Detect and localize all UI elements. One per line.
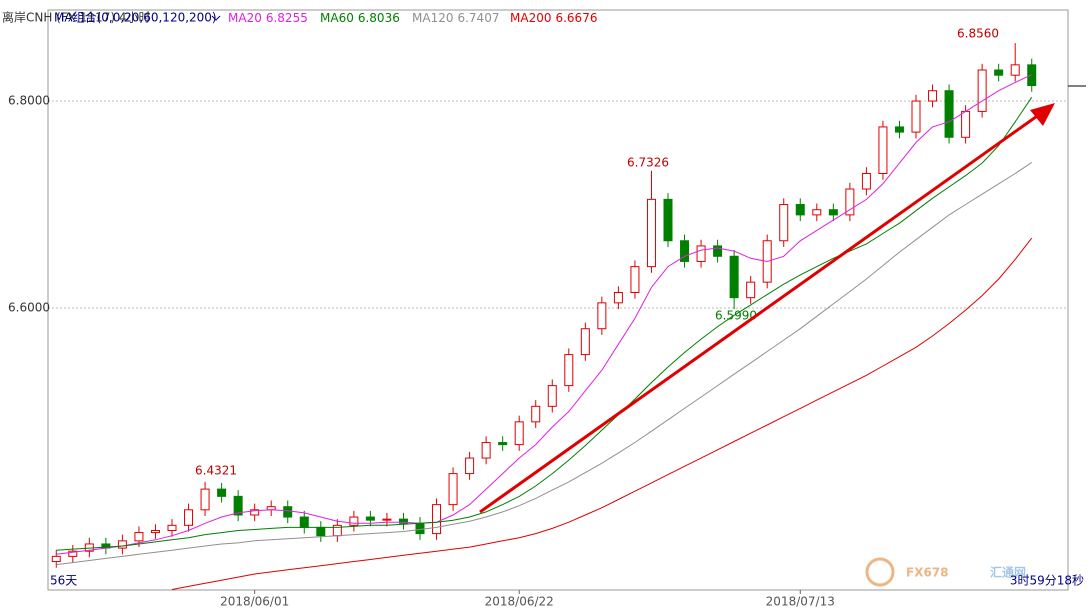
x-tick-label: 2018/06/22 [485,595,554,608]
plot-frame [47,9,1069,591]
candle-body [134,532,144,542]
candle-body [861,172,871,190]
candle-body [713,245,723,257]
candle-body [365,516,375,521]
y-tick-label: 6.6000 [8,301,50,315]
watermark: FX678 汇通网 [865,557,1026,587]
legend-entry: MA120 6.7407 [412,11,499,25]
candle-body [680,240,690,262]
candle-body [184,509,194,526]
x-tick-label: 2018/07/13 [766,595,835,608]
legend-name: MA60 [320,11,354,25]
candle-body [928,90,938,102]
ma-group[interactable]: MA组合(0,0,20,60,120,200) [54,10,217,25]
legend-entry: MA200 6.6676 [510,11,597,25]
y-tick-label: 6.8000 [8,94,50,108]
watermark-brand: FX678 [906,566,949,580]
candle-body [646,198,656,268]
candle-body [564,354,574,387]
candle-body [729,255,739,299]
candle-body [498,442,508,446]
candle-body [117,540,127,549]
legend-value: 6.7407 [457,11,499,25]
plot: 6.6000 6.8000 2018/06/01 2018/06/22 2018/07/… [8,27,1068,608]
x-tick-label: 2018/06/01 [220,595,289,608]
candle-body [68,550,78,557]
ma-line [56,74,1032,555]
candle-body [994,69,1004,76]
footer-right: 3时59分18秒 [1010,574,1084,588]
candle-body [283,506,293,518]
trend-arrow [479,112,1041,514]
candle-body [828,209,838,216]
legend-name: MA20 [228,11,262,25]
candle-body [150,529,160,534]
candle-body [795,204,805,216]
price-annotation: 6.4321 [195,464,237,478]
candle-body [51,555,61,563]
legend-value: 6.8036 [358,11,400,25]
candle-body [580,328,590,356]
watermark-logo [865,557,895,587]
dropdown-icon[interactable] [211,15,221,21]
instrument: 离岸CNH (FX 1117) 4小时 [2,10,150,25]
price-annotation: 6.8560 [957,27,999,41]
candle-body [961,110,971,138]
watermark-site: 汇通网 [990,565,1026,580]
arrow-head [1030,103,1055,126]
legend-value: 6.6676 [555,11,597,25]
candle-body [613,291,623,304]
ma-line [56,97,1033,551]
legend-value: 6.8255 [266,11,308,25]
candle-body [531,405,541,423]
candle-body [415,522,425,535]
candle-body [217,488,227,497]
candle-body [167,524,177,531]
legend-entry: MA60 6.8036 [320,11,400,25]
footer-left: 56天 [50,574,77,588]
candle-body [514,421,524,446]
candle-body [432,504,442,535]
candle-body [481,442,491,459]
legend-name: MA200 [510,11,551,25]
price-annotation: 6.7326 [627,156,669,170]
candle-body [878,126,888,174]
candle-body [911,100,921,133]
candle-body [696,245,706,262]
candle-body [316,526,326,537]
candle-body [977,69,987,112]
candle-body [944,90,954,138]
candle-body [630,266,640,293]
ma-line [56,161,1032,566]
candle-body [299,516,309,528]
candle-body [1010,64,1020,76]
legend-entry: MA20 6.8255 [228,11,308,25]
candle-body [845,188,855,216]
candle-body [398,518,408,524]
candle-body [233,495,243,516]
candle-body [448,473,458,506]
candle-body [382,518,392,521]
price-annotation: 6.5990 [715,309,757,323]
candle-body [465,457,475,475]
candle-body [200,488,210,511]
candle-body [779,204,789,242]
candle-body [663,198,673,242]
candle-body [349,516,359,526]
candle-body [250,509,260,516]
candle-body [812,209,822,216]
ma-line [171,237,1033,590]
legend-name: MA120 [412,11,453,25]
candle-body [894,126,904,133]
candle-body [547,385,557,407]
candle-body [746,281,756,299]
candle-body [597,302,607,330]
